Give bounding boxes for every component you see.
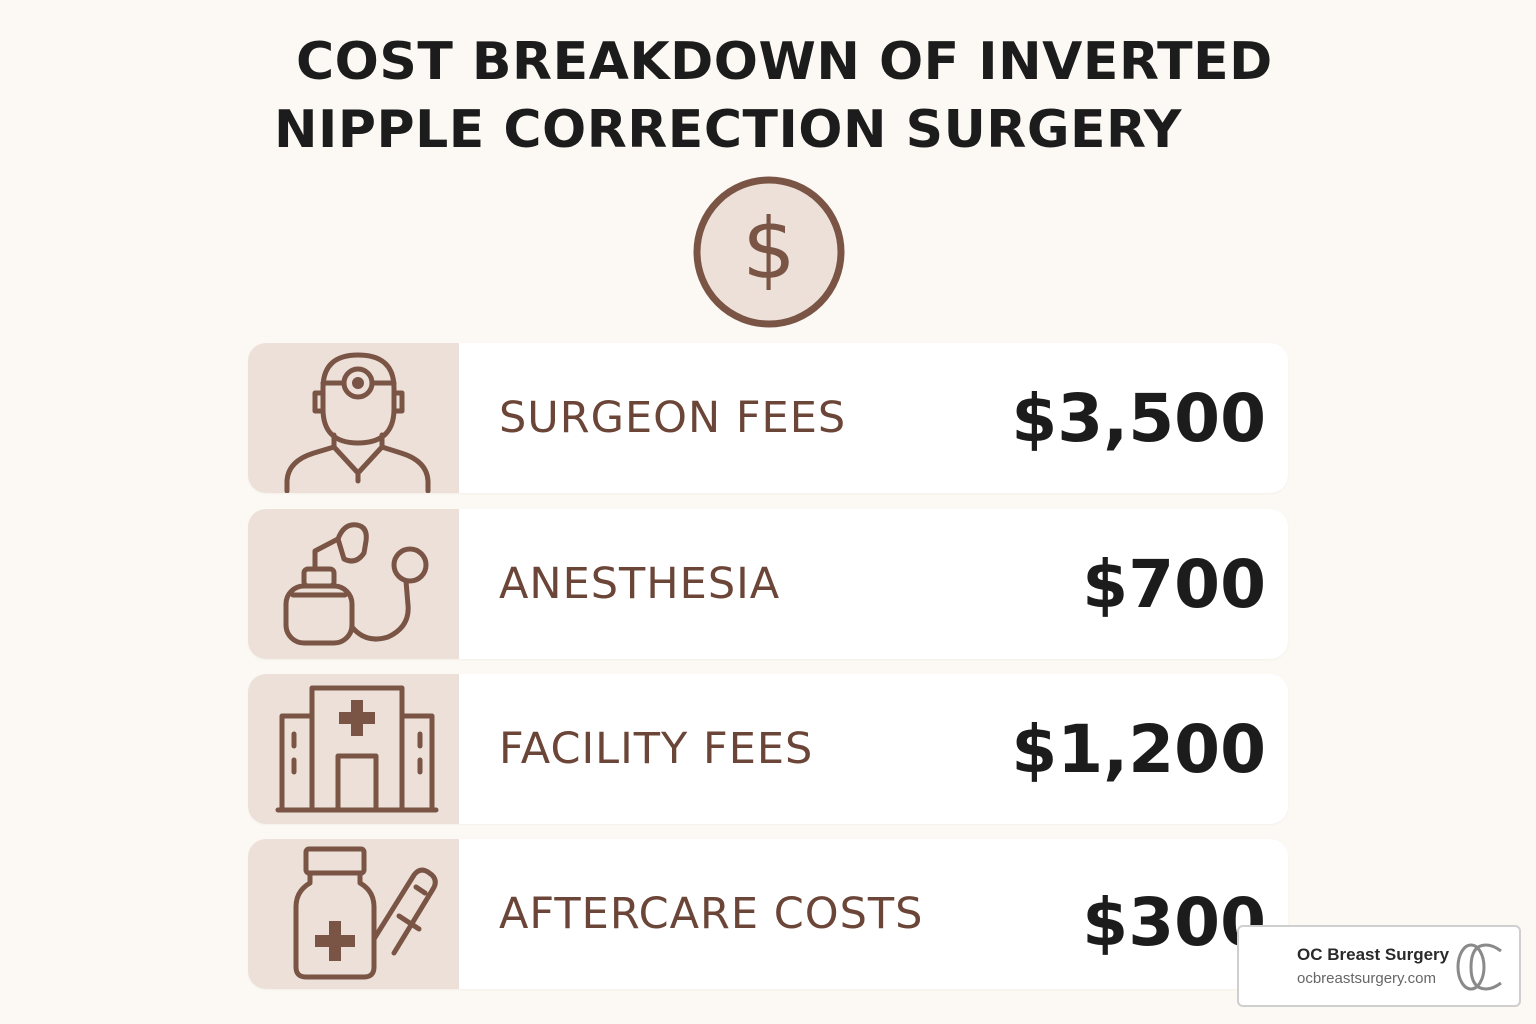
cost-row-surgeon-fees: SURGEON FEES $3,500 (248, 343, 1288, 493)
surgeon-icon (284, 352, 431, 493)
title-line-2: NIPPLE CORRECTION SURGERY (274, 100, 1182, 160)
brand-logo (1456, 943, 1502, 991)
cost-row-facility-fees: FACILITY FEES $1,200 (248, 674, 1288, 824)
cost-amount: $700 (1082, 545, 1266, 623)
cost-row-aftercare-costs: AFTERCARE COSTS $300 (248, 839, 1288, 989)
brand-name: OC Breast Surgery (1297, 945, 1450, 964)
cost-label: SURGEON FEES (499, 393, 847, 443)
cost-label: AFTERCARE COSTS (499, 889, 924, 939)
cost-amount: $1,200 (1011, 710, 1266, 788)
cost-label: FACILITY FEES (499, 724, 814, 774)
title-line-1: COST BREAKDOWN OF INVERTED (296, 32, 1273, 92)
cost-label: ANESTHESIA (499, 559, 781, 609)
icon-panel (248, 839, 459, 989)
icon-panel (248, 509, 459, 659)
brand-url: ocbreastsurgery.com (1297, 970, 1436, 987)
cost-amount: $300 (1082, 883, 1266, 961)
medication-icon (293, 846, 438, 980)
icon-panel (248, 343, 459, 493)
cost-amount: $3,500 (1011, 379, 1266, 457)
brand-card: OC Breast Surgery ocbreastsurgery.com (1237, 925, 1521, 1007)
dollar-sign-icon: $ (692, 175, 846, 329)
page-title: COST BREAKDOWN OF INVERTED NIPPLE CORREC… (274, 28, 1334, 164)
icon-panel (248, 674, 459, 824)
cost-row-anesthesia: ANESTHESIA $700 (248, 509, 1288, 659)
svg-text:$: $ (742, 200, 795, 298)
hospital-icon (275, 685, 439, 813)
anesthesia-icon (283, 522, 429, 646)
